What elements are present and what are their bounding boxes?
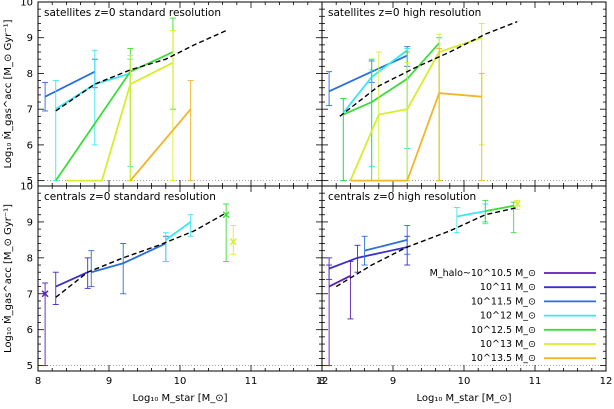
y-axis-title: Log₁₀ Ṁ_gas^acc [M_⊙ Gyr⁻¹] (1, 204, 14, 353)
series-marker (229, 238, 237, 246)
y-tick-label: 9 (27, 217, 33, 228)
series-marker (41, 290, 49, 298)
series-line (364, 239, 408, 252)
series-line (485, 204, 514, 213)
series-5 (350, 47, 485, 182)
reference-dashed-line (55, 29, 227, 112)
series-line (55, 72, 131, 110)
panel-frame (37, 185, 323, 372)
series-3 (361, 225, 411, 266)
x-axis-title: Log₁₀ M_star [M_⊙] (132, 393, 227, 404)
x-tick-label: 10 (458, 376, 471, 387)
series-line (129, 108, 192, 182)
series-5 (222, 203, 230, 262)
series-line (342, 42, 440, 116)
series-line (91, 242, 167, 274)
series-4 (453, 203, 489, 234)
x-tick-label: 11 (245, 376, 258, 387)
series-3 (88, 235, 169, 295)
panel-title: centrals z=0 high resolution (328, 191, 476, 203)
x-tick-label: 9 (106, 376, 112, 387)
y-tick-label: 7 (27, 105, 33, 116)
series-1 (326, 46, 411, 107)
panel-2: satellites z=0 high resolution (321, 1, 607, 187)
legend-label: M_halo~10^10.5 M_⊙ (430, 268, 536, 279)
legend-label: 10^13 M_⊙ (480, 339, 536, 350)
series-6 (229, 225, 237, 255)
panel-title: satellites z=0 high resolution (328, 7, 481, 19)
panel-title: satellites z=0 standard resolution (44, 7, 221, 19)
ticks (37, 185, 323, 371)
y-tick-label: 5 (27, 361, 33, 372)
y-axis-title: Log₁₀ Ṁ_gas^acc [M_⊙ Gyr⁻¹] (1, 19, 14, 168)
x-tick-label: 9 (390, 376, 396, 387)
series-3 (340, 37, 443, 182)
series-line (55, 271, 89, 288)
series-4 (162, 214, 194, 262)
panel-4: centrals z=0 high resolution (321, 185, 607, 372)
y-tick-label: 7 (27, 289, 33, 300)
series-marker (513, 200, 521, 208)
series-5 (129, 80, 194, 182)
y-tick-label: 9 (27, 33, 33, 44)
panel-title: centrals z=0 standard resolution (44, 191, 216, 203)
x-tick-label: 12 (600, 376, 613, 387)
series-2 (340, 47, 411, 182)
legend-label: 10^13.5 M_⊙ (471, 353, 536, 364)
series-3 (55, 17, 176, 182)
panels-group: satellites z=0 standard resolution satell… (37, 1, 607, 372)
reference-dashed-line (335, 206, 518, 288)
ticks (321, 1, 607, 186)
series-1 (42, 58, 98, 112)
reference-dashed-line (55, 212, 227, 298)
legend-label: 10^11 M_⊙ (480, 282, 536, 293)
reference-dashed-line (339, 20, 518, 117)
legend-label: 10^12.5 M_⊙ (471, 325, 536, 336)
series-4 (66, 30, 176, 182)
series-6 (513, 199, 521, 210)
y-tick-label: 6 (27, 140, 33, 151)
x-tick-label: 8 (35, 376, 41, 387)
legend-label: 10^12 M_⊙ (480, 311, 536, 322)
x-tick-label: 11 (529, 376, 542, 387)
series-line (350, 92, 482, 182)
series-line (165, 221, 192, 241)
series-marker (222, 211, 230, 219)
x-tick-label: 8 (319, 376, 325, 387)
series-1 (326, 260, 354, 367)
x-axis-title: Log₁₀ M_star [M_⊙] (416, 393, 511, 404)
series-5 (482, 199, 517, 234)
y-tick-label: 10 (20, 0, 33, 9)
legend: M_halo~10^10.5 M_⊙ 10^11 M_⊙ 10^11.5 M_⊙ 10… (430, 268, 596, 364)
series-1 (41, 282, 49, 367)
x-tick-label: 10 (174, 376, 187, 387)
legend-label: 10^11.5 M_⊙ (471, 296, 536, 307)
x-tick-label: 12 (316, 376, 329, 387)
y-tick-label: 6 (27, 325, 33, 336)
series-line (328, 246, 408, 270)
series-2 (52, 257, 91, 305)
panel-3: centrals z=0 standard resolution (37, 185, 323, 372)
panel-1: satellites z=0 standard resolution (37, 1, 323, 187)
series-line (66, 61, 174, 182)
y-tick-label: 10 (20, 182, 33, 193)
y-tick-label: 5 (27, 176, 33, 187)
series-line (328, 275, 351, 288)
series-line (349, 36, 483, 181)
panel-frame (321, 1, 607, 187)
series-line (44, 70, 96, 98)
panel-frame (321, 185, 607, 372)
y-tick-label: 8 (27, 253, 33, 264)
series-line (456, 210, 486, 218)
y-tick-label: 8 (27, 69, 33, 80)
